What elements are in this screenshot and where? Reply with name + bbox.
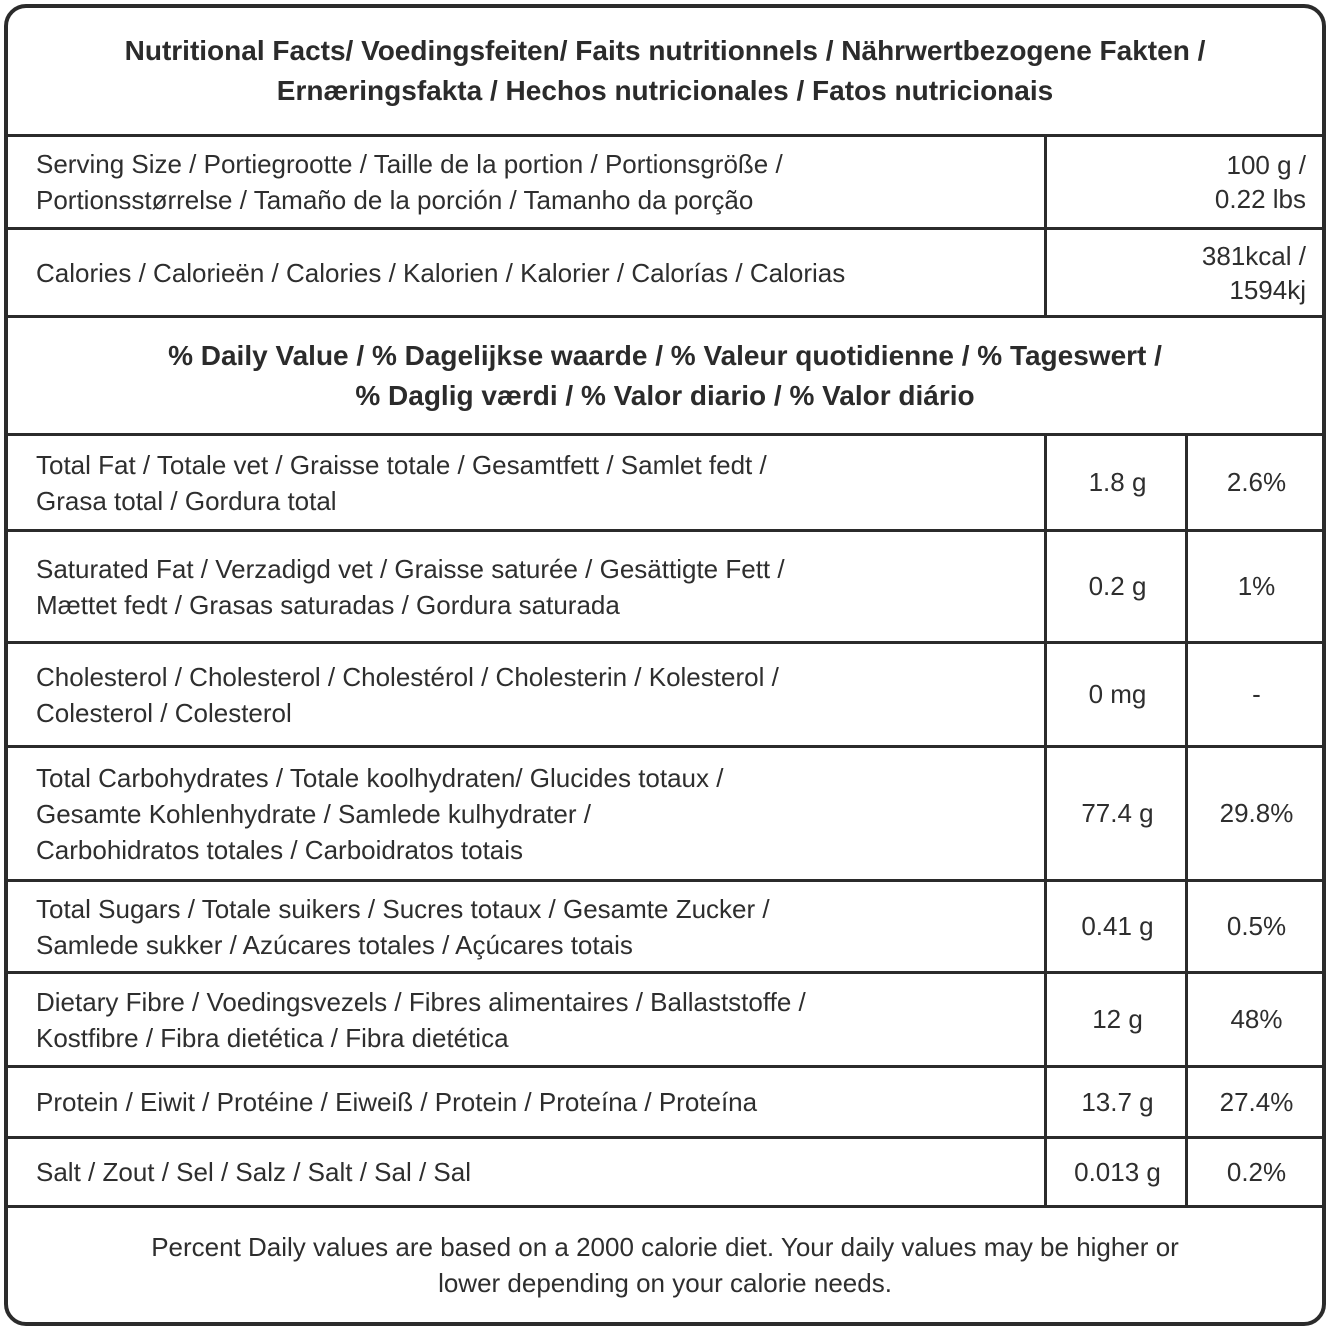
nutrient-row: Protein / Eiwit / Protéine / Eiweiß / Pr… xyxy=(8,1068,1322,1139)
label-line: Salt / Zout / Sel / Salz / Salt / Sal / … xyxy=(36,1157,471,1187)
title-line: Ernæringsfakta / Hechos nutricionales / … xyxy=(276,75,1054,106)
title-line: Nutritional Facts/ Voedingsfeiten/ Faits… xyxy=(124,35,1206,66)
nutrient-amount: 77.4 g xyxy=(1044,748,1188,879)
label-line: Total Carbohydrates / Totale koolhydrate… xyxy=(36,762,724,793)
value-line: 100 g / xyxy=(1226,150,1306,180)
nutrient-percent: 1% xyxy=(1185,532,1322,641)
value-line: 1594kj xyxy=(1229,274,1306,305)
label-line: Colesterol / Colesterol xyxy=(36,697,292,728)
footnote-line: Percent Daily values are based on a 2000… xyxy=(151,1232,1179,1262)
label-line: Calories / Calorieën / Calories / Kalori… xyxy=(36,257,846,288)
footnote-line: lower depending on your calorie needs. xyxy=(438,1268,892,1298)
nutrient-percent: - xyxy=(1185,644,1322,745)
nutrient-amount: 0.41 g xyxy=(1044,882,1188,971)
nutrient-amount: 1.8 g xyxy=(1044,436,1188,529)
serving-size-row: Serving Size / Portiegrootte / Taille de… xyxy=(8,137,1322,230)
nutrient-row: Total Fat / Totale vet / Graisse totale … xyxy=(8,436,1322,532)
nutrition-facts-table: Nutritional Facts/ Voedingsfeiten/ Faits… xyxy=(4,4,1326,1326)
label-line: Total Sugars / Totale suikers / Sucres t… xyxy=(36,893,770,924)
label-line: Samlede sukker / Azúcares totales / Açúc… xyxy=(36,929,633,960)
nutrient-percent: 0.2% xyxy=(1185,1139,1322,1205)
label-line: Protein / Eiwit / Protéine / Eiweiß / Pr… xyxy=(36,1087,758,1117)
label-line: Kostfibre / Fibra dietética / Fibra diet… xyxy=(36,1022,509,1053)
nutrient-label: Cholesterol / Cholesterol / Cholestérol … xyxy=(36,644,779,745)
table-title: Nutritional Facts/ Voedingsfeiten/ Faits… xyxy=(8,8,1322,137)
nutrient-label: Dietary Fibre / Voedingsvezels / Fibres … xyxy=(36,974,806,1065)
daily-value-header: % Daily Value / % Dagelijkse waarde / % … xyxy=(8,318,1322,436)
nutrient-amount: 0.2 g xyxy=(1044,532,1188,641)
nutrient-label: Protein / Eiwit / Protéine / Eiweiß / Pr… xyxy=(36,1068,757,1136)
nutrient-amount: 12 g xyxy=(1044,974,1188,1065)
value-line: 0.22 lbs xyxy=(1214,184,1306,214)
nutrient-row: Total Carbohydrates / Totale koolhydrate… xyxy=(8,748,1322,882)
nutrient-row: Dietary Fibre / Voedingsvezels / Fibres … xyxy=(8,974,1322,1068)
nutrient-percent: 27.4% xyxy=(1185,1068,1322,1136)
nutrient-amount: 0 mg xyxy=(1044,644,1188,745)
nutrient-row: Saturated Fat / Verzadigd vet / Graisse … xyxy=(8,532,1322,644)
calories-value: 381kcal / 1594kj xyxy=(1044,230,1322,315)
nutrient-label: Salt / Zout / Sel / Salz / Salt / Sal / … xyxy=(36,1139,471,1205)
nutrient-label: Total Carbohydrates / Totale koolhydrate… xyxy=(36,748,723,879)
nutrient-label: Total Fat / Totale vet / Graisse totale … xyxy=(36,436,767,529)
nutrient-row: Salt / Zout / Sel / Salz / Salt / Sal / … xyxy=(8,1139,1322,1208)
header-line: % Daily Value / % Dagelijkse waarde / % … xyxy=(168,339,1162,371)
nutrient-percent: 0.5% xyxy=(1185,882,1322,971)
serving-size-label: Serving Size / Portiegrootte / Taille de… xyxy=(36,137,783,227)
label-line: Saturated Fat / Verzadigd vet / Graisse … xyxy=(36,553,785,584)
label-line: Grasa total / Gordura total xyxy=(36,485,337,516)
label-line: Dietary Fibre / Voedingsvezels / Fibres … xyxy=(36,986,806,1017)
label-line: Carbohidratos totales / Carboidratos tot… xyxy=(36,834,524,865)
nutrient-label: Total Sugars / Totale suikers / Sucres t… xyxy=(36,882,770,971)
serving-size-value: 100 g / 0.22 lbs xyxy=(1044,137,1322,227)
footnote: Percent Daily values are based on a 2000… xyxy=(8,1208,1322,1322)
nutrient-percent: 2.6% xyxy=(1185,436,1322,529)
calories-row: Calories / Calorieën / Calories / Kalori… xyxy=(8,230,1322,318)
nutrient-amount: 0.013 g xyxy=(1044,1139,1188,1205)
label-line: Cholesterol / Cholesterol / Cholestérol … xyxy=(36,661,779,692)
nutrient-label: Saturated Fat / Verzadigd vet / Graisse … xyxy=(36,532,785,641)
value-line: 381kcal / xyxy=(1201,240,1306,271)
label-line: Total Fat / Totale vet / Graisse totale … xyxy=(36,449,767,480)
header-line: % Daglig værdi / % Valor diario / % Valo… xyxy=(355,379,975,411)
calories-label: Calories / Calorieën / Calories / Kalori… xyxy=(36,230,845,315)
nutrient-percent: 48% xyxy=(1185,974,1322,1065)
nutrient-amount: 13.7 g xyxy=(1044,1068,1188,1136)
nutrient-row: Total Sugars / Totale suikers / Sucres t… xyxy=(8,882,1322,974)
label-line: Mættet fedt / Grasas saturadas / Gordura… xyxy=(36,589,620,620)
label-line: Gesamte Kohlenhydrate / Samlede kulhydra… xyxy=(36,798,591,829)
nutrient-percent: 29.8% xyxy=(1185,748,1322,879)
label-line: Portionsstørrelse / Tamaño de la porción… xyxy=(36,185,754,215)
label-line: Serving Size / Portiegrootte / Taille de… xyxy=(36,149,783,179)
nutrient-row: Cholesterol / Cholesterol / Cholestérol … xyxy=(8,644,1322,748)
